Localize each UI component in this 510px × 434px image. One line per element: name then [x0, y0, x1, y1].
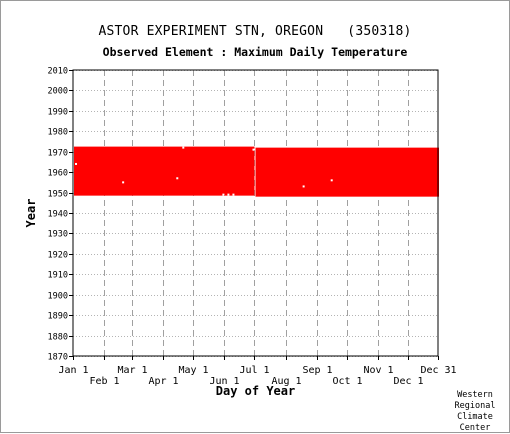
missing-data-point [182, 146, 185, 149]
missing-data-point [232, 193, 235, 196]
x-tick-label: Mar 1 [117, 365, 147, 376]
x-tick-label: Dec 31 [420, 365, 456, 376]
y-tick-label: 1900 [48, 292, 68, 302]
y-tick-label: 1980 [48, 128, 68, 138]
x-tick-label: May 1 [178, 365, 208, 376]
grid-layer [73, 70, 438, 357]
x-tick-label: Oct 1 [332, 376, 362, 387]
y-tick-label: 1970 [48, 149, 68, 159]
missing-data-point [227, 193, 230, 196]
y-tick-label: 1880 [48, 333, 68, 343]
credit-line: Center [459, 423, 491, 433]
x-tick-label: Aug 1 [271, 376, 301, 387]
y-tick-label: 2000 [48, 87, 68, 97]
credit-line: Climate [457, 412, 493, 422]
chart-subtitle: Observed Element : Maximum Daily Tempera… [102, 45, 408, 59]
x-tick-label: Apr 1 [148, 376, 178, 387]
y-tick-label: 1870 [48, 353, 68, 363]
axis-layer: 1870 1880 1890 1900 1910 1920 1930 1940 1950 1960… [48, 67, 457, 388]
x-tick-label: Nov 1 [363, 365, 393, 376]
y-tick-label: 1930 [48, 230, 68, 240]
chart-title: ASTOR EXPERIMENT STN, OREGON (350318) [98, 24, 412, 39]
x-tick-label: Jan 1 [58, 365, 88, 376]
missing-data-point [302, 185, 305, 188]
data-coverage-block [74, 146, 255, 196]
y-tick-label: 1990 [48, 108, 68, 118]
y-tick-label: 2010 [48, 67, 68, 77]
missing-data-point [122, 181, 125, 184]
x-tick-label: Dec 1 [393, 376, 423, 387]
x-tick-label: Jul 1 [239, 365, 269, 376]
y-tick-label: 1940 [48, 210, 68, 220]
missing-data-point [75, 162, 78, 165]
credit-line: Western [457, 390, 493, 400]
y-tick-label: 1890 [48, 312, 68, 322]
missing-data-point [252, 148, 255, 151]
y-tick-label: 1950 [48, 190, 68, 200]
y-tick-label: 1910 [48, 271, 68, 281]
y-tick-label: 1920 [48, 251, 68, 261]
credit-line: Regional [454, 401, 496, 411]
data-layer [74, 146, 439, 197]
x-axis-label: Day of Year [216, 384, 295, 398]
missing-data-point [222, 193, 225, 196]
x-tick-label: Feb 1 [89, 376, 119, 387]
wrcc-credit: Western Regional Climate Center [447, 390, 503, 434]
x-tick-label: Jun 1 [209, 376, 239, 387]
x-tick-label: Sep 1 [302, 365, 332, 376]
y-tick-label: 1960 [48, 169, 68, 179]
data-coverage-block [255, 147, 439, 197]
missing-data-point [330, 179, 333, 182]
y-axis-label: Year [24, 199, 38, 228]
missing-data-point [176, 177, 179, 180]
